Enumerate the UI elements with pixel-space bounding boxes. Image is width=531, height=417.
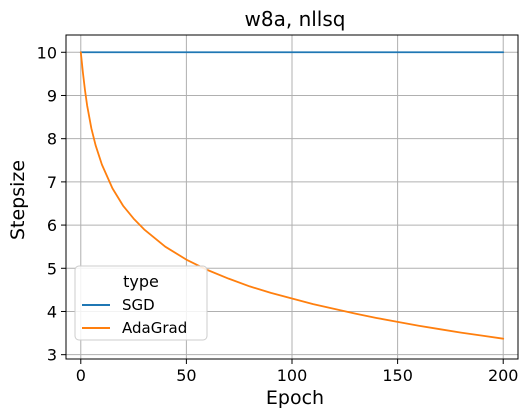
y-tick-label: 10	[37, 43, 57, 62]
legend-label-adagrad: AdaGrad	[122, 319, 187, 337]
x-axis-label: Epoch	[266, 387, 324, 409]
y-tick-label: 6	[47, 216, 57, 235]
axis-ticks: 0 50 100 150 200 3 4 5 6 7 8 9 10	[37, 43, 519, 385]
y-tick-label: 7	[47, 173, 57, 192]
y-tick-label: 9	[47, 86, 57, 105]
x-tick-label: 50	[176, 366, 196, 385]
y-tick-label: 3	[47, 346, 57, 365]
y-tick-label: 5	[47, 259, 57, 278]
chart-title: w8a, nllsq	[245, 7, 346, 31]
legend-title: type	[123, 272, 159, 291]
x-tick-label: 0	[76, 366, 86, 385]
legend: type SGD AdaGrad	[74, 265, 208, 341]
legend-label-sgd: SGD	[122, 296, 155, 314]
legend-box	[74, 265, 208, 341]
y-tick-label: 4	[47, 302, 57, 321]
x-tick-label: 150	[382, 366, 413, 385]
series-line-adagrad	[79, 51, 505, 340]
x-tick-label: 100	[277, 366, 308, 385]
plot-series	[79, 51, 505, 340]
x-tick-label: 200	[488, 366, 519, 385]
y-tick-label: 8	[47, 130, 57, 149]
y-axis-label: Stepsize	[7, 160, 29, 240]
